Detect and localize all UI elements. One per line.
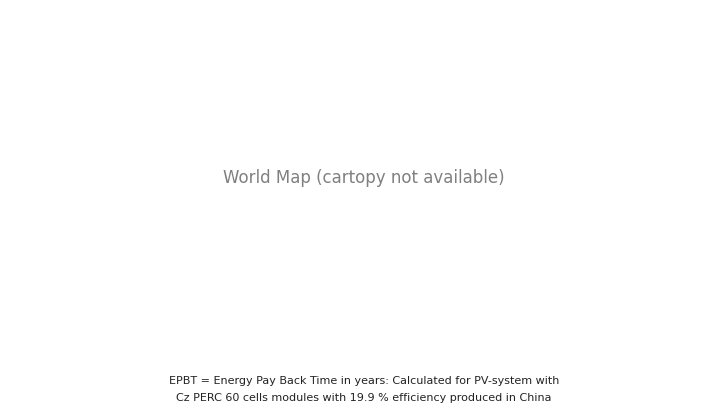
Text: World Map (cartopy not available): World Map (cartopy not available) xyxy=(223,169,505,187)
Text: Cz PERC 60 cells modules with 19.9 % efficiency produced in China: Cz PERC 60 cells modules with 19.9 % eff… xyxy=(176,392,552,402)
Text: EPBT = Energy Pay Back Time in years: Calculated for PV-system with: EPBT = Energy Pay Back Time in years: Ca… xyxy=(169,375,559,385)
